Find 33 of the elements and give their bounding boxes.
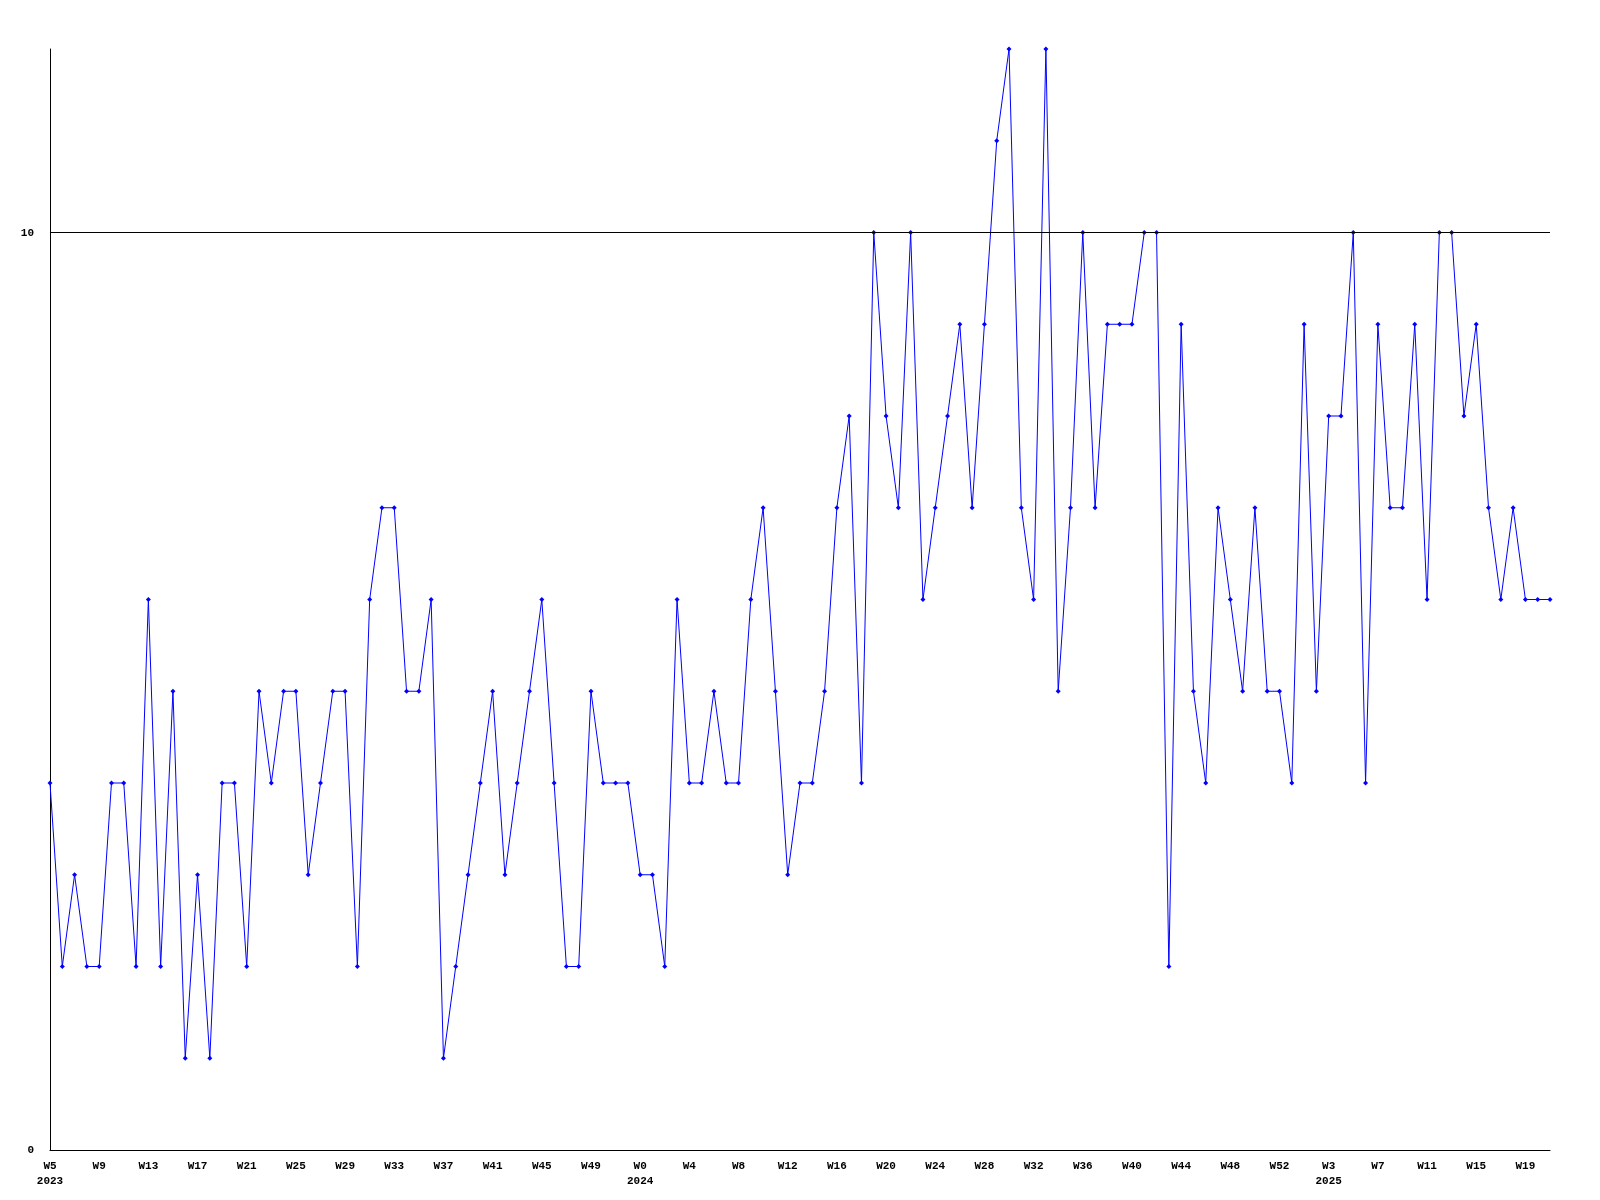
x-tick-label: W5 2023	[36, 1159, 64, 1187]
x-tick-label: W9	[92, 1159, 106, 1172]
x-tick-label: W17	[187, 1159, 208, 1172]
y-tick-label: 10	[20, 226, 34, 239]
x-tick-label: W40	[1122, 1159, 1142, 1172]
x-tick-label: W29	[335, 1159, 355, 1172]
x-tick-label: W7	[1371, 1159, 1385, 1172]
x-tick-label: W44	[1171, 1159, 1192, 1172]
x-tick-label: W24	[925, 1159, 946, 1172]
x-tick-label: W0 2024	[626, 1159, 654, 1187]
x-tick-label: W48	[1220, 1159, 1241, 1172]
x-tick-label: W25	[286, 1159, 307, 1172]
y-tick-label: 0	[27, 1144, 34, 1156]
x-tick-label: W28	[974, 1159, 995, 1172]
x-tick-label: W13	[138, 1159, 159, 1172]
x-tick-label: W16	[826, 1159, 847, 1172]
x-tick-label: W49	[581, 1159, 601, 1172]
x-tick-label: W8	[731, 1159, 746, 1172]
x-tick-label: W37	[433, 1159, 454, 1172]
x-tick-label: W20	[876, 1159, 896, 1172]
x-tick-label: W15	[1466, 1159, 1487, 1172]
x-tick-label: W19	[1515, 1159, 1536, 1172]
x-tick-label: W21	[236, 1159, 258, 1172]
x-tick-label: W32	[1023, 1159, 1044, 1172]
x-tick-label: W45	[531, 1159, 553, 1172]
x-tick-label: W12	[777, 1159, 798, 1172]
x-tick-label: W3 2025	[1315, 1159, 1343, 1187]
x-tick-label: W36	[1072, 1159, 1093, 1172]
x-tick-label: W4	[682, 1159, 697, 1172]
x-tick-label: W11	[1417, 1159, 1438, 1172]
x-tick-label: W33	[384, 1159, 405, 1172]
x-tick-label: W52	[1269, 1159, 1290, 1172]
x-tick-label: W41	[482, 1159, 503, 1172]
